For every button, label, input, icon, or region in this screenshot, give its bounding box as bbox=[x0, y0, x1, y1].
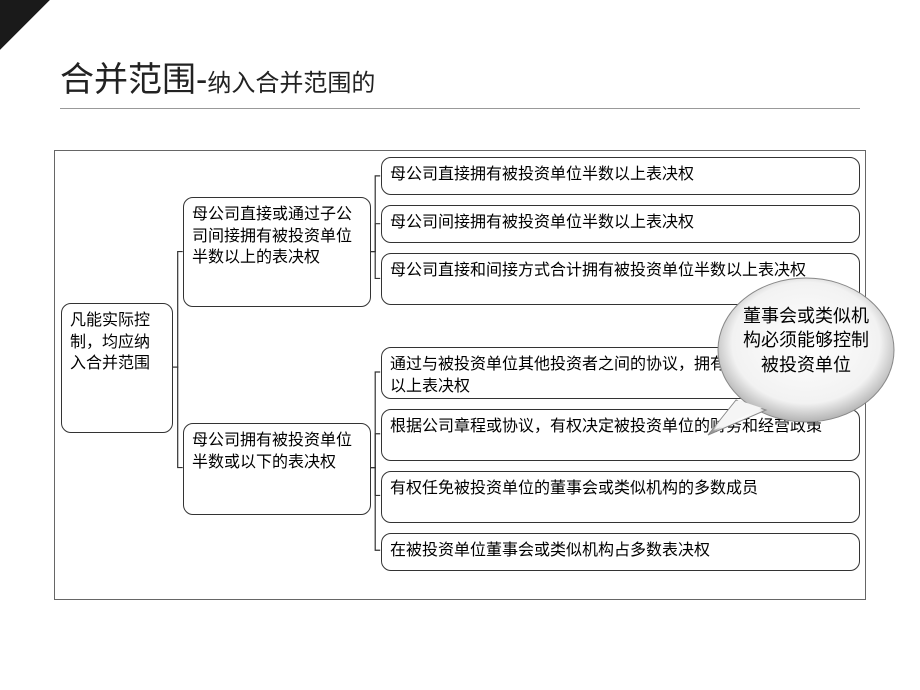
tree-l3b-3: 在被投资单位董事会或类似机构占多数表决权 bbox=[381, 533, 860, 571]
connector bbox=[370, 434, 380, 468]
tree-l3a-1: 母公司间接拥有被投资单位半数以上表决权 bbox=[381, 205, 860, 243]
tree-l3b-2: 有权任免被投资单位的董事会或类似机构的多数成员 bbox=[381, 471, 860, 523]
callout-bubble: 董事会或类似机构必须能够控制被投资单位 bbox=[696, 270, 896, 440]
slide-title: 合并范围-纳入合并范围的 bbox=[60, 52, 375, 101]
connector bbox=[173, 252, 183, 367]
tree-l2-0: 母公司直接或通过子公司间接拥有被投资单位半数以上的表决权 bbox=[183, 197, 371, 307]
title-sub: 纳入合并范围的 bbox=[207, 70, 375, 97]
tree-l2-1: 母公司拥有被投资单位半数或以下的表决权 bbox=[183, 423, 371, 515]
title-sep: - bbox=[196, 61, 207, 99]
tree-root: 凡能实际控制，均应纳入合并范围 bbox=[61, 303, 173, 433]
connector bbox=[370, 252, 380, 279]
connector bbox=[370, 224, 380, 252]
slide: 合并范围-纳入合并范围的 凡能实际控制，均应纳入合并范围母公司直接或通过子公司间… bbox=[0, 0, 920, 690]
title-main: 合并范围 bbox=[60, 61, 196, 99]
connector bbox=[370, 176, 380, 252]
connector bbox=[173, 367, 183, 468]
title-underline bbox=[60, 108, 860, 109]
connector bbox=[370, 372, 380, 468]
connector bbox=[370, 468, 380, 496]
connector bbox=[370, 468, 380, 551]
tree-l3a-0: 母公司直接拥有被投资单位半数以上表决权 bbox=[381, 157, 860, 195]
callout-text: 董事会或类似机构必须能够控制被投资单位 bbox=[736, 304, 876, 377]
corner-accent bbox=[0, 0, 50, 50]
